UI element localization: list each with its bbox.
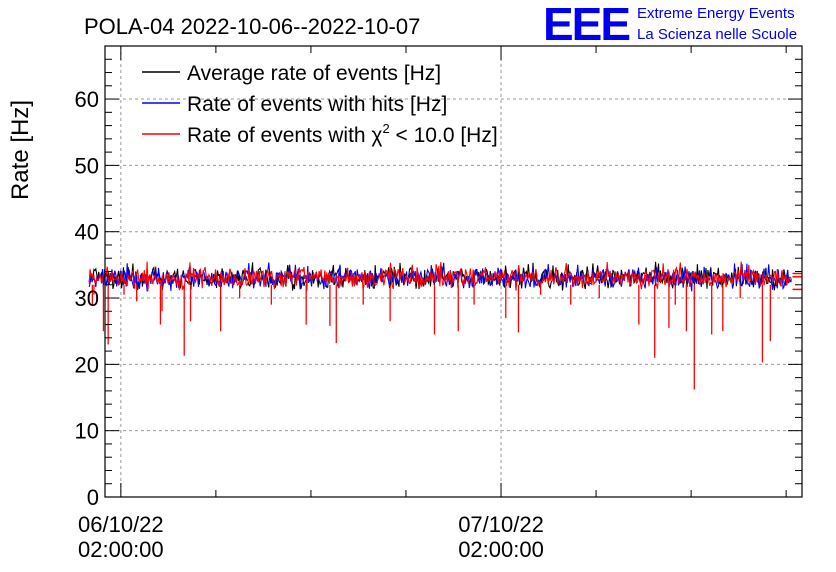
x-tick-label-time-1: 02:00:00 <box>458 537 544 562</box>
y-axis-label: Rate [Hz] <box>7 100 34 200</box>
y-tick-label-20: 20 <box>75 352 99 377</box>
eee-logo-line2: La Scienza nelle Scuole <box>637 26 797 43</box>
series-line-2 <box>88 261 793 291</box>
eee-logo: EEE Extreme Energy Events La Scienza nel… <box>543 0 797 50</box>
plot-frame <box>104 45 803 498</box>
eee-logo-line1: Extreme Energy Events <box>637 5 795 22</box>
axes <box>104 45 803 498</box>
legend-label-hits: Rate of events with hits [Hz] <box>187 93 447 116</box>
legend-label-average: Average rate of events [Hz] <box>187 62 441 85</box>
x-tick-label-date-1: 07/10/22 <box>458 512 544 537</box>
y-tick-label-60: 60 <box>75 87 99 112</box>
y-tick-label-0: 0 <box>87 485 99 510</box>
y-tick-label-50: 50 <box>75 153 99 178</box>
y-tick-label-10: 10 <box>75 419 99 444</box>
legend: Average rate of events [Hz] Rate of even… <box>142 62 498 147</box>
data-series <box>88 261 802 390</box>
x-tick-label-date-0: 06/10/22 <box>78 512 164 537</box>
y-tick-labels: 0 10 20 30 40 50 60 <box>75 87 99 510</box>
chart-title: POLA-04 2022-10-06--2022-10-07 <box>84 14 420 39</box>
eee-logo-mark: EEE <box>543 0 629 50</box>
x-tick-label-time-0: 02:00:00 <box>78 537 164 562</box>
y-tick-label-30: 30 <box>75 286 99 311</box>
y-tick-label-40: 40 <box>75 220 99 245</box>
legend-label-chi2: Rate of events with χ2 < 10.0 [Hz] <box>187 121 498 147</box>
grid-lines <box>105 46 802 497</box>
